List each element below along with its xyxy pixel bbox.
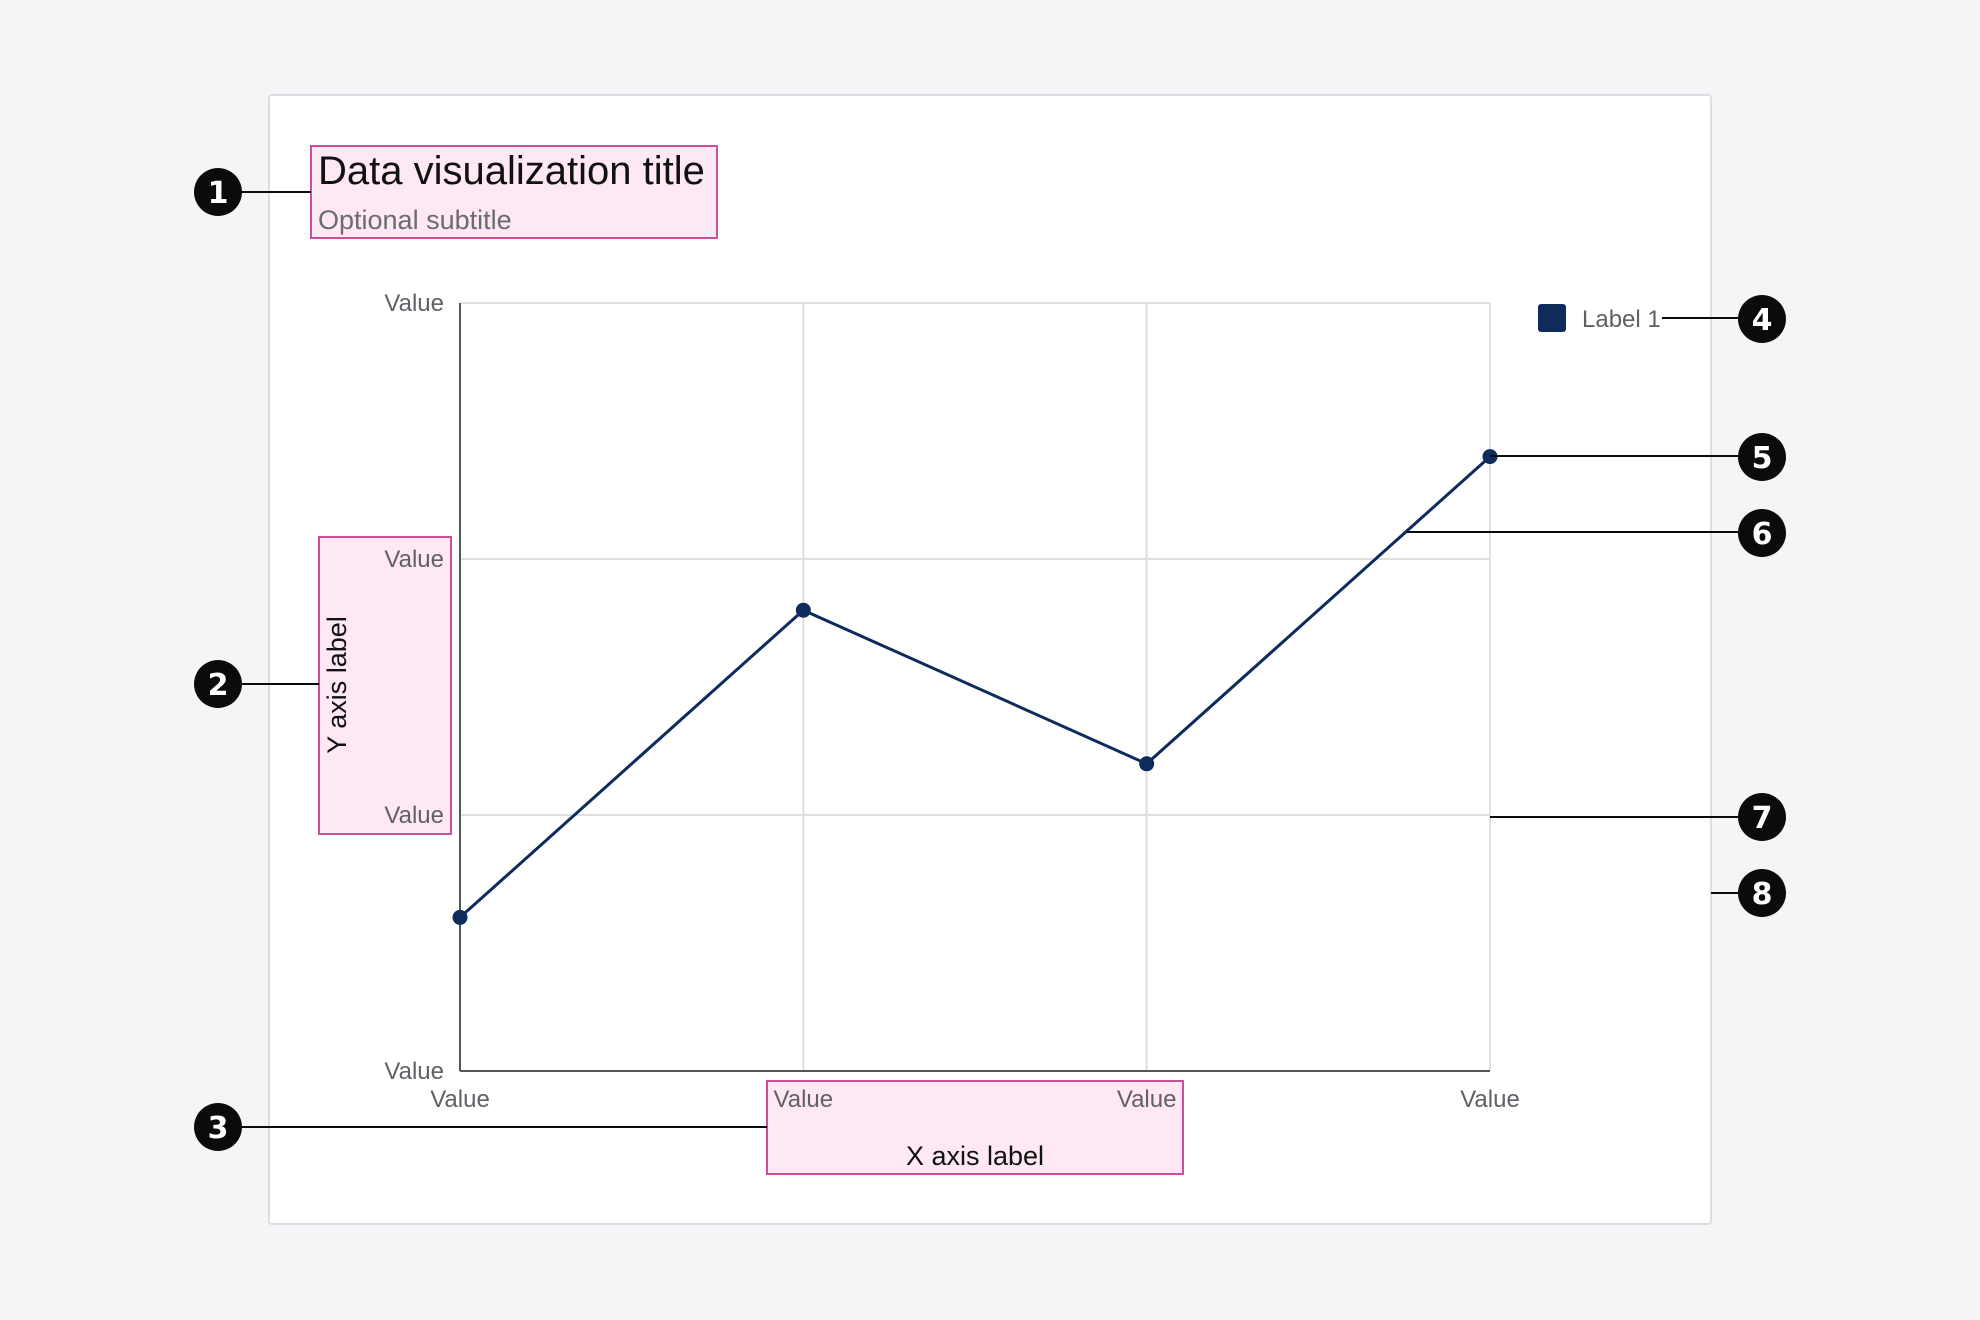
legend: Label 1 [1538, 304, 1661, 333]
y-tick-label: Value [384, 546, 444, 573]
x-axis-label: X axis label [906, 1141, 1044, 1171]
series-line [458, 455, 1492, 919]
svg-text:1: 1 [208, 176, 229, 211]
svg-text:4: 4 [1752, 303, 1773, 338]
y-tick-label: Value [384, 290, 444, 317]
y-tick-label: Value [384, 1058, 444, 1085]
callout-marker-8: 8 [1738, 869, 1786, 917]
y-axis-label-highlight-box [318, 536, 452, 835]
x-tick-labels: Value Value Value Value [430, 1086, 1520, 1113]
gridlines [460, 302, 1491, 1071]
x-tick-label: Value [1117, 1086, 1177, 1113]
callout-marker-2: 2 [194, 660, 242, 708]
title-highlight-box [310, 145, 718, 239]
svg-text:8: 8 [1752, 877, 1773, 912]
svg-text:5: 5 [1752, 441, 1773, 476]
svg-text:2: 2 [208, 668, 229, 703]
callout-marker-3: 3 [194, 1103, 242, 1151]
data-point [795, 602, 811, 618]
callout-markers: 1 2 3 4 5 6 7 8 [194, 168, 1786, 1151]
chart-container [268, 94, 1712, 1225]
data-point [1139, 756, 1155, 772]
legend-label: Label 1 [1582, 306, 1661, 333]
y-axis-label: Y axis label [322, 616, 352, 754]
svg-text:6: 6 [1752, 517, 1773, 552]
callout-marker-4: 4 [1738, 295, 1786, 343]
callout-marker-6: 6 [1738, 509, 1786, 557]
callout-marker-1: 1 [194, 168, 242, 216]
x-axis-label-highlight-box [766, 1080, 1184, 1175]
data-point [452, 909, 468, 925]
y-tick-labels: Value Value Value Value [384, 290, 444, 1085]
x-tick-label: Value [430, 1086, 490, 1113]
legend-swatch [1538, 304, 1566, 332]
data-points [452, 449, 1498, 925]
chart-title: Data visualization title [318, 149, 705, 193]
callout-marker-7: 7 [1738, 793, 1786, 841]
svg-text:7: 7 [1752, 801, 1773, 836]
y-tick-label: Value [384, 802, 444, 829]
callout-lines [238, 191, 1740, 1128]
svg-text:3: 3 [208, 1111, 229, 1146]
callout-marker-5: 5 [1738, 433, 1786, 481]
x-tick-label: Value [1460, 1086, 1520, 1113]
chart-subtitle: Optional subtitle [318, 205, 512, 235]
x-tick-label: Value [774, 1086, 834, 1113]
